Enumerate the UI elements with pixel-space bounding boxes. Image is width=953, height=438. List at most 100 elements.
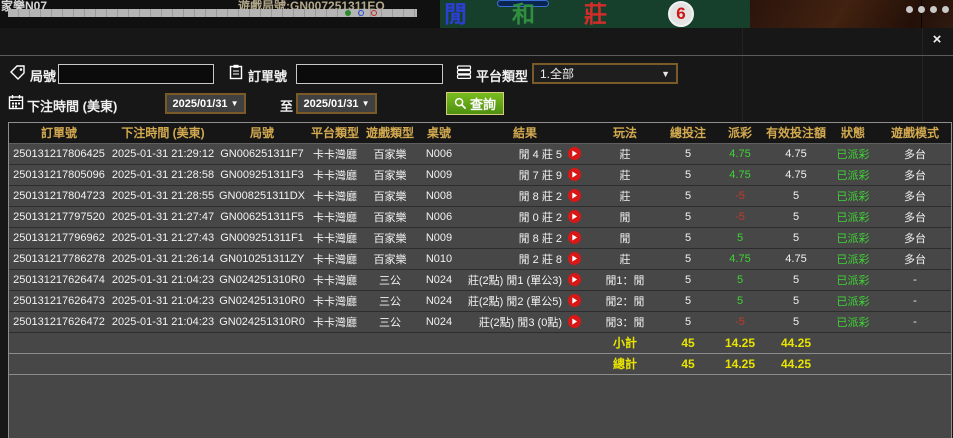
play-video-icon[interactable] bbox=[568, 168, 581, 181]
bet-tie-zone[interactable]: 和 bbox=[512, 1, 535, 27]
close-icon[interactable]: × bbox=[932, 31, 942, 48]
date-from-select[interactable]: 2025/01/31 ▼ bbox=[165, 93, 246, 114]
cell-platform: 卡卡灣廳 bbox=[307, 269, 363, 291]
bet-banker-zone[interactable]: 莊 bbox=[584, 1, 607, 27]
play-video-icon[interactable] bbox=[568, 252, 581, 265]
cell-valid-bet: 5 bbox=[765, 311, 827, 333]
cell-game-type: 百家樂 bbox=[363, 143, 417, 165]
cell-total-bet: 5 bbox=[661, 143, 715, 165]
cell-status: 已派彩 bbox=[827, 206, 879, 228]
cell-payout: 5 bbox=[715, 269, 765, 291]
play-video-icon[interactable] bbox=[568, 189, 581, 202]
cell-result: 閒 4 莊 5 bbox=[461, 143, 589, 165]
cell-table: N024 bbox=[417, 311, 461, 333]
play-video-icon[interactable] bbox=[568, 315, 581, 328]
filter-bar: 局號 訂單號 平台類型 1.全部 ▼ 下注時間 (美東) 2025/01/31 … bbox=[0, 56, 953, 122]
roadmap-strip bbox=[8, 9, 417, 17]
cell-round: GN010251311ZY bbox=[217, 248, 307, 270]
cell-status: 已派彩 bbox=[827, 248, 879, 270]
play-video-icon[interactable] bbox=[568, 210, 581, 223]
date-to-value: 2025/01/31 bbox=[303, 97, 359, 110]
order-input[interactable] bbox=[296, 64, 443, 84]
dealer-video-feed bbox=[750, 0, 953, 28]
cell-play: 莊 bbox=[589, 164, 661, 186]
cell-time: 2025-01-31 21:26:14 bbox=[109, 248, 217, 270]
cell-play: 閒 bbox=[589, 227, 661, 249]
cell-game-type: 百家樂 bbox=[363, 206, 417, 228]
cell-valid-bet: 4.75 bbox=[765, 164, 827, 186]
cell-order: 250131217797520 bbox=[9, 206, 109, 228]
play-video-icon[interactable] bbox=[568, 273, 581, 286]
bet-player-zone[interactable]: 閒 bbox=[444, 1, 467, 27]
table-row: 250131217797520 2025-01-31 21:27:47 GN00… bbox=[9, 206, 951, 228]
cell-time: 2025-01-31 21:04:23 bbox=[109, 290, 217, 312]
cell-result: 莊(2點) 閒2 (單公5) bbox=[461, 290, 589, 312]
table-row: 250131217796962 2025-01-31 21:27:43 GN00… bbox=[9, 227, 951, 249]
subtotal-spacer bbox=[9, 331, 589, 353]
total-spacer bbox=[827, 352, 951, 375]
cell-game-type: 百家樂 bbox=[363, 227, 417, 249]
cell-platform: 卡卡灣廳 bbox=[307, 248, 363, 270]
video-divider bbox=[921, 0, 922, 28]
grand-total-row: 總計 45 14.25 44.25 bbox=[9, 352, 951, 375]
cell-round: GN009251311F1 bbox=[217, 227, 307, 249]
cell-result: 閒 2 莊 8 bbox=[461, 248, 589, 270]
col-table: 桌號 bbox=[417, 123, 461, 144]
play-video-icon[interactable] bbox=[568, 231, 581, 244]
cell-order: 250131217804723 bbox=[9, 185, 109, 207]
date-to-select[interactable]: 2025/01/31 ▼ bbox=[296, 93, 377, 114]
col-valid-bet: 有效投注額 bbox=[765, 123, 827, 144]
cell-order: 250131217626474 bbox=[9, 269, 109, 291]
col-order: 訂單號 bbox=[9, 123, 109, 144]
cell-result: 閒 8 莊 2 bbox=[461, 185, 589, 207]
cell-status: 已派彩 bbox=[827, 269, 879, 291]
platform-selected-value: 1.全部 bbox=[540, 67, 575, 81]
cell-round: GN024251310R0 bbox=[217, 311, 307, 333]
cell-game-mode: - bbox=[879, 269, 951, 291]
cell-game-mode: 多台 bbox=[879, 248, 951, 270]
result-text: 莊(2點) 閒1 (單公3) bbox=[467, 274, 562, 287]
cell-platform: 卡卡灣廳 bbox=[307, 290, 363, 312]
cell-game-mode: 多台 bbox=[879, 227, 951, 249]
total-payout: 14.25 bbox=[715, 352, 765, 375]
game-top-bar: 家樂N07 遊戲局號:GN007251311EO 閒 和 莊 6 bbox=[0, 0, 953, 28]
result-text: 閒 2 莊 8 bbox=[518, 253, 562, 266]
round-input[interactable] bbox=[58, 64, 214, 84]
table-header-row: 訂單號 下注時間 (美東) 局號 平台類型 遊戲類型 桌號 結果 玩法 總投注 … bbox=[9, 123, 951, 144]
cell-order: 250131217796962 bbox=[9, 227, 109, 249]
cell-table: N024 bbox=[417, 290, 461, 312]
bet-time-filter-label: 下注時間 (美東) bbox=[27, 99, 118, 114]
cell-result: 莊(2點) 閒1 (單公3) bbox=[461, 269, 589, 291]
game-info-bar: 家樂N07 遊戲局號:GN007251311EO bbox=[0, 0, 440, 28]
background-seam bbox=[742, 28, 743, 122]
round-filter-label: 局號 bbox=[30, 69, 57, 84]
tag-icon bbox=[10, 65, 26, 81]
search-button[interactable]: 查詢 bbox=[446, 92, 504, 115]
cell-total-bet: 5 bbox=[661, 290, 715, 312]
col-payout: 派彩 bbox=[715, 123, 765, 144]
col-status: 狀態 bbox=[827, 123, 879, 144]
cell-round: GN006251311F7 bbox=[217, 143, 307, 165]
cell-round: GN006251311F5 bbox=[217, 206, 307, 228]
cell-platform: 卡卡灣廳 bbox=[307, 143, 363, 165]
chevron-down-icon: ▼ bbox=[361, 99, 370, 108]
play-video-icon[interactable] bbox=[568, 147, 581, 160]
total-label: 總計 bbox=[589, 352, 661, 375]
video-page-dots[interactable] bbox=[906, 6, 949, 13]
result-text: 莊(2點) 閒3 (0點) bbox=[478, 316, 562, 329]
platform-select[interactable]: 1.全部 ▼ bbox=[532, 63, 678, 84]
roadmap-tie-dot bbox=[371, 10, 377, 16]
search-button-label: 查詢 bbox=[469, 97, 496, 112]
cell-game-mode: 多台 bbox=[879, 143, 951, 165]
cell-valid-bet: 5 bbox=[765, 227, 827, 249]
cell-table: N009 bbox=[417, 227, 461, 249]
cell-order: 250131217786278 bbox=[9, 248, 109, 270]
cell-status: 已派彩 bbox=[827, 290, 879, 312]
cell-total-bet: 5 bbox=[661, 248, 715, 270]
play-video-icon[interactable] bbox=[568, 294, 581, 307]
cell-payout: 4.75 bbox=[715, 164, 765, 186]
cell-status: 已派彩 bbox=[827, 164, 879, 186]
table-row: 250131217805096 2025-01-31 21:28:58 GN00… bbox=[9, 164, 951, 186]
cell-payout: -5 bbox=[715, 311, 765, 333]
cell-table: N008 bbox=[417, 185, 461, 207]
